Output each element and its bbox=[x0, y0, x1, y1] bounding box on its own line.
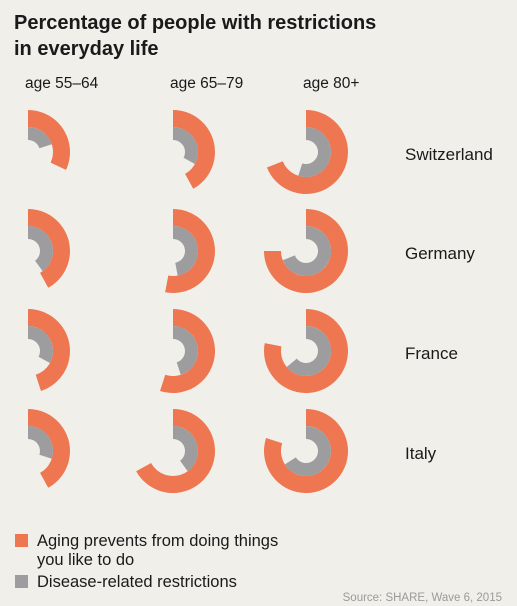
arc-aging-germany-age-55-64 bbox=[28, 209, 70, 288]
arc-disease-germany-age-80 bbox=[282, 226, 332, 276]
arc-aging-italy-age-55-64 bbox=[28, 409, 70, 488]
source-note: Source: SHARE, Wave 6, 2015 bbox=[343, 592, 502, 604]
row-label-germany: Germany bbox=[405, 244, 475, 263]
column-label-age-55-64: age 55–64 bbox=[25, 75, 99, 92]
arc-disease-germany-age-65-79 bbox=[173, 226, 199, 276]
radial-bars bbox=[28, 110, 349, 493]
arc-disease-switzerland-age-65-79 bbox=[173, 126, 199, 165]
arc-aging-germany-age-80 bbox=[264, 209, 348, 293]
legend-label-aging-line-1: Aging prevents from doing things bbox=[37, 532, 278, 550]
column-label-age-65-79: age 65–79 bbox=[170, 75, 243, 92]
arc-disease-switzerland-age-55-64 bbox=[28, 127, 52, 149]
arc-aging-germany-age-65-79 bbox=[165, 209, 215, 293]
arc-disease-switzerland-age-80 bbox=[298, 127, 331, 177]
arc-aging-switzerland-age-65-79 bbox=[173, 110, 215, 189]
arc-aging-switzerland-age-55-64 bbox=[28, 110, 70, 170]
chart-title-line-2: in everyday life bbox=[14, 38, 159, 60]
arc-aging-france-age-55-64 bbox=[28, 309, 70, 391]
arc-aging-switzerland-age-80 bbox=[266, 110, 349, 195]
arc-aging-france-age-80 bbox=[263, 309, 348, 393]
column-label-age-80-plus: age 80+ bbox=[303, 75, 359, 92]
arc-aging-italy-age-65-79 bbox=[136, 409, 216, 493]
arc-aging-italy-age-80 bbox=[264, 409, 349, 493]
row-label-france: France bbox=[405, 344, 458, 363]
arc-disease-france-age-55-64 bbox=[28, 326, 54, 364]
arc-disease-italy-age-80 bbox=[284, 426, 331, 476]
arc-disease-italy-age-55-64 bbox=[28, 426, 54, 459]
arc-disease-france-age-65-79 bbox=[173, 326, 199, 375]
legend-label-aging-line-2: you like to do bbox=[37, 551, 134, 569]
row-label-italy: Italy bbox=[405, 444, 437, 463]
chart-title-line-1: Percentage of people with restrictions bbox=[14, 12, 376, 34]
arc-disease-italy-age-65-79 bbox=[173, 426, 199, 472]
legend-label-disease: Disease-related restrictions bbox=[37, 573, 237, 591]
legend-swatch-disease bbox=[15, 575, 28, 588]
arc-disease-france-age-80 bbox=[286, 326, 331, 376]
row-label-switzerland: Switzerland bbox=[405, 145, 493, 164]
legend-swatch-aging bbox=[15, 534, 28, 547]
arc-aging-france-age-65-79 bbox=[160, 309, 216, 393]
arc-disease-germany-age-55-64 bbox=[28, 226, 54, 272]
